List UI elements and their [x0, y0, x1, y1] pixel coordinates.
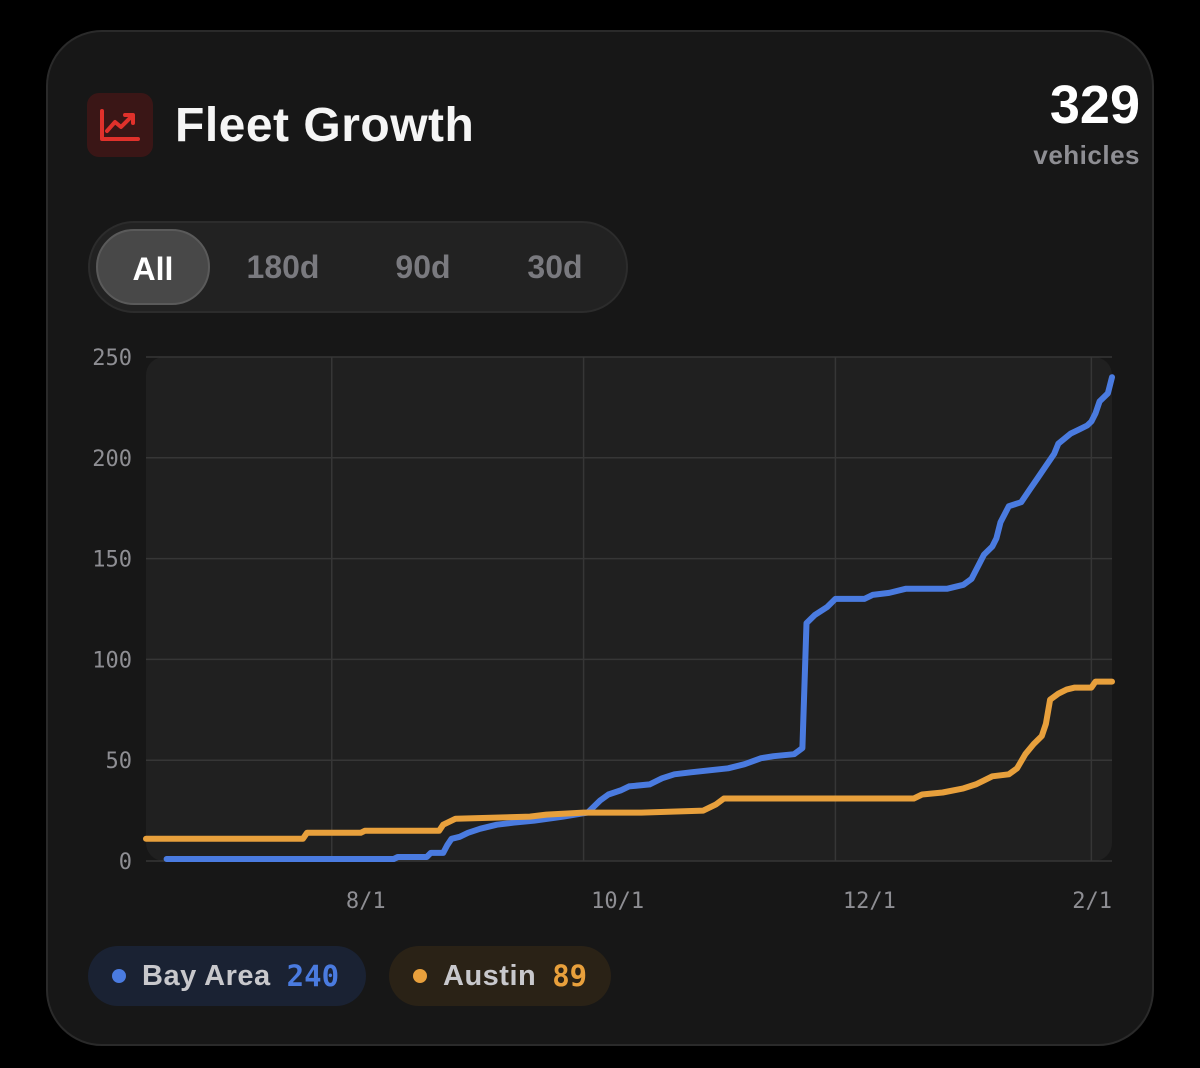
range-180d-button[interactable]: 180d [246, 249, 320, 285]
series-line-austin [143, 678, 1115, 842]
page-title: Fleet Growth [175, 99, 475, 152]
x-tick-label: 10/1 [591, 889, 644, 914]
austin-dot-icon [413, 969, 427, 983]
y-tick-label: 100 [92, 648, 132, 673]
x-tick-label: 2/1 [1072, 889, 1112, 914]
total-unit: vehicles [1033, 140, 1140, 170]
range-30d-button[interactable]: 30d [527, 249, 583, 285]
bay-area-dot-icon [112, 969, 126, 983]
y-tick-label: 50 [106, 749, 133, 774]
x-tick-label: 12/1 [843, 889, 896, 914]
y-tick-label: 0 [119, 850, 132, 875]
legend-value: 240 [286, 959, 340, 993]
total-value: 329 [1049, 75, 1140, 135]
legend-label: Bay Area [142, 959, 271, 992]
y-tick-label: 150 [92, 548, 132, 573]
range-90d-button[interactable]: 90d [395, 249, 451, 285]
total-count: 329 vehicles [840, 72, 1140, 171]
legend-label: Austin [443, 959, 537, 992]
series-line-bay-area [163, 374, 1115, 862]
legend-item-austin[interactable]: Austin 89 [389, 946, 611, 1006]
plot-area [146, 357, 1112, 861]
x-tick-label: 8/1 [346, 889, 386, 914]
range-all-button[interactable]: All [96, 229, 210, 305]
legend-value: 89 [552, 959, 588, 993]
y-tick-label: 200 [92, 447, 132, 472]
y-tick-label: 250 [92, 346, 132, 371]
trend-chart-icon [87, 93, 153, 157]
range-selector: All 180d 90d 30d [88, 221, 628, 313]
fleet-growth-chart: 0 50 100 150 200 250 8/1 10/1 12/1 2/1 [92, 346, 1115, 914]
legend-item-bay-area[interactable]: Bay Area 240 [88, 946, 366, 1006]
